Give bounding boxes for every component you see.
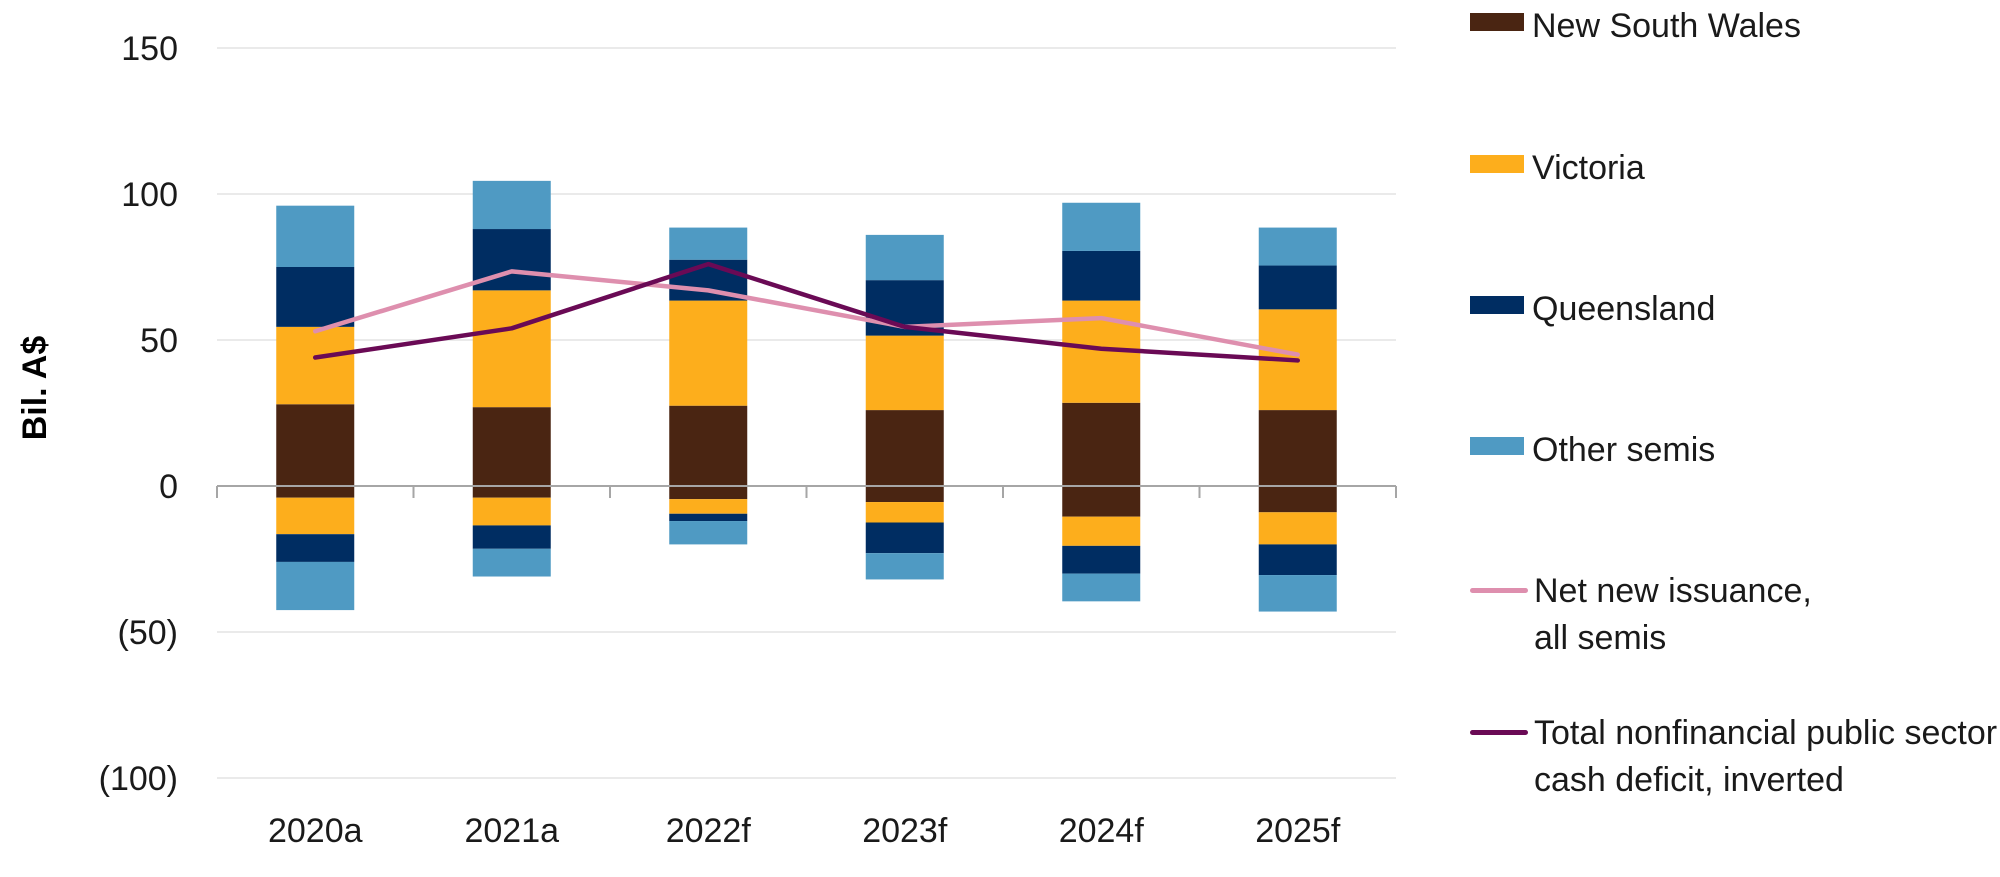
- bar-segment: [865, 410, 944, 486]
- bar-segment: [865, 234, 944, 281]
- x-tick-label: 2023f: [862, 812, 948, 850]
- x-tick-label: 2021a: [464, 812, 559, 850]
- bar-segment: [276, 497, 355, 535]
- bar-segment: [865, 522, 944, 554]
- legend-label-other-semis: Other semis: [1532, 431, 1716, 469]
- bar-segment: [276, 205, 355, 267]
- bar-segment: [276, 561, 355, 611]
- y-tick-label: 50: [140, 322, 178, 360]
- x-tick-label: 2022f: [666, 812, 752, 850]
- y-tick-label: (50): [118, 614, 178, 652]
- bar-segment: [669, 499, 748, 514]
- bar-segment: [669, 521, 748, 545]
- legend-item-other-semis: Other semis: [1470, 427, 1715, 474]
- bar-segment: [669, 405, 748, 486]
- series-line: [313, 269, 1300, 357]
- bar-segment: [1258, 227, 1337, 266]
- x-axis: [216, 485, 1397, 498]
- y-tick-label: 100: [121, 176, 178, 214]
- bar-segment: [1258, 265, 1337, 310]
- legend-line-net-new-issuance: [1470, 588, 1528, 593]
- legend: New South Wales Victoria Queensland Othe…: [1470, 0, 2000, 877]
- y-tick-label: (100): [99, 760, 178, 798]
- bar-segment: [865, 335, 944, 411]
- bar-segment: [276, 267, 355, 327]
- bar-segment: [865, 486, 944, 503]
- legend-item-total-nonfinancial: Total nonfinancial public sector cash de…: [1470, 710, 1997, 804]
- y-tick-label: 0: [159, 468, 178, 506]
- bar-segment: [1258, 486, 1337, 513]
- bar-segment: [1258, 544, 1337, 576]
- legend-label-net-new-issuance: Net new issuance, all semis: [1534, 572, 1812, 657]
- bar-segment: [1258, 512, 1337, 545]
- bar-segment: [276, 326, 355, 405]
- bar-segment: [1062, 250, 1141, 301]
- x-tick-labels: 2020a 2021a 2022f 2023f 2024f 2025f: [268, 812, 1341, 850]
- bar-segment: [276, 404, 355, 486]
- legend-swatch-other-semis: [1470, 437, 1524, 455]
- bar-segment: [669, 513, 748, 522]
- bar-segment: [276, 534, 355, 562]
- y-tick-label: 150: [121, 30, 178, 68]
- legend-item-queensland: Queensland: [1470, 286, 1715, 333]
- bar-segment: [865, 502, 944, 523]
- bar-segment: [1062, 402, 1141, 486]
- bar-segment: [472, 486, 551, 498]
- series-line: [313, 261, 1300, 363]
- bar-segment: [1062, 516, 1141, 546]
- bar-segment: [472, 407, 551, 486]
- legend-label-new-south-wales: New South Wales: [1532, 7, 1801, 45]
- bar-segment: [1062, 486, 1141, 517]
- bar-segment: [1062, 573, 1141, 602]
- legend-label-victoria: Victoria: [1532, 149, 1645, 187]
- bar-segment: [1258, 575, 1337, 612]
- bar-segment: [1258, 410, 1337, 486]
- legend-line-total-nonfinancial: [1470, 730, 1528, 735]
- bar-segment: [276, 486, 355, 498]
- bar-segment: [472, 290, 551, 408]
- legend-item-net-new-issuance: Net new issuance, all semis: [1470, 568, 1812, 662]
- series-lines: [313, 261, 1300, 363]
- bar-segment: [472, 497, 551, 526]
- x-tick-label: 2020a: [268, 812, 363, 850]
- bar-segment: [1062, 202, 1141, 251]
- legend-item-victoria: Victoria: [1470, 145, 1645, 192]
- y-tick-labels: 150 100 50 0 (50) (100): [99, 30, 178, 798]
- legend-swatch-queensland: [1470, 296, 1524, 314]
- bar-segment: [669, 486, 748, 500]
- legend-swatch-victoria: [1470, 155, 1524, 173]
- bar-segment: [1062, 545, 1141, 574]
- bar-segment: [669, 227, 748, 260]
- legend-swatch-new-south-wales: [1470, 13, 1524, 31]
- legend-label-queensland: Queensland: [1532, 290, 1716, 328]
- bar-segment: [472, 548, 551, 577]
- x-tick-label: 2025f: [1255, 812, 1341, 850]
- x-tick-label: 2024f: [1059, 812, 1145, 850]
- y-axis-label: Bil. A$: [16, 336, 54, 441]
- bar-segment: [472, 525, 551, 549]
- legend-label-total-nonfinancial: Total nonfinancial public sector cash de…: [1534, 714, 1998, 799]
- legend-item-new-south-wales: New South Wales: [1470, 3, 1801, 50]
- bar-segment: [472, 180, 551, 230]
- stacked-bars: [276, 180, 1337, 612]
- bar-segment: [669, 300, 748, 406]
- bar-segment: [865, 553, 944, 580]
- gridlines: [217, 47, 1396, 779]
